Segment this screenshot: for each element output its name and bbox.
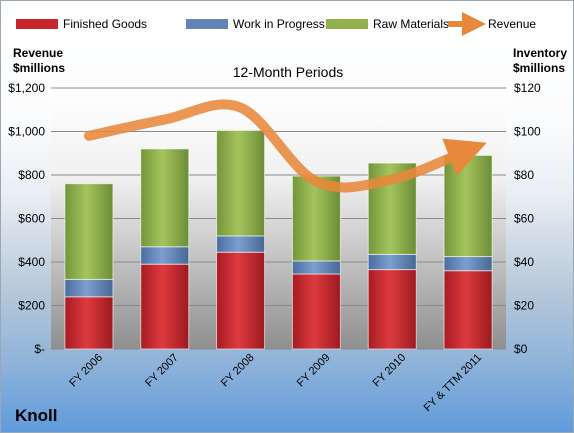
- left-tick-label: $400: [18, 255, 45, 269]
- bar-raw-materials: [216, 129, 266, 237]
- bar-work-in-progress: [367, 253, 417, 271]
- right-tick-label: $100: [514, 125, 541, 139]
- left-tick-label: $200: [18, 299, 45, 313]
- bar-raw-materials: [443, 154, 493, 258]
- legend-swatch-work-in-progress: [186, 19, 228, 29]
- left-tick-label: $600: [18, 212, 45, 226]
- bar-raw-materials: [64, 183, 114, 280]
- category-label: FY 2007: [143, 352, 181, 390]
- bar-work-in-progress: [216, 235, 266, 253]
- bar-finished-goods: [216, 251, 266, 350]
- bar-work-in-progress: [443, 256, 493, 272]
- legend-label-revenue: Revenue: [488, 17, 536, 31]
- right-axis-title-line2: $millions: [513, 61, 566, 75]
- left-tick-label: $1,200: [8, 81, 45, 95]
- chart-title: 12-Month Periods: [232, 64, 344, 80]
- left-tick-label: $800: [18, 168, 45, 182]
- company-name: Knoll: [15, 406, 58, 425]
- left-axis-title: Revenue $millions: [13, 46, 65, 76]
- left-tick-label: $1,000: [8, 125, 45, 139]
- revenue-line: [83, 99, 487, 193]
- right-axis-title-line1: Inventory: [513, 46, 568, 60]
- legend-swatch-raw-materials: [326, 19, 368, 29]
- right-tick-label: $60: [514, 212, 534, 226]
- legend-label-raw-materials: Raw Materials: [373, 17, 449, 31]
- right-tick-label: $0: [514, 342, 528, 356]
- bar-series: [64, 129, 493, 350]
- bar-work-in-progress: [140, 246, 190, 265]
- right-axis-title: Inventory $millions: [513, 46, 567, 76]
- category-label: FY 2008: [219, 352, 257, 390]
- bar-finished-goods: [367, 269, 417, 350]
- category-label: FY 2010: [371, 352, 409, 390]
- bar-finished-goods: [64, 296, 114, 350]
- left-tick-label: $-: [34, 342, 45, 356]
- category-label: FY 2006: [67, 352, 105, 390]
- right-tick-label: $120: [514, 81, 541, 95]
- legend-label-work-in-progress: Work in Progress: [233, 17, 325, 31]
- legend-swatch-finished-goods: [16, 19, 58, 29]
- category-label: FY 2009: [295, 352, 333, 390]
- legend: Finished Goods Work in Progress Raw Materi…: [16, 12, 536, 36]
- right-tick-label: $20: [514, 299, 534, 313]
- bar-raw-materials: [140, 148, 190, 248]
- bar-finished-goods: [443, 270, 493, 350]
- left-axis-title-line1: Revenue: [13, 46, 64, 60]
- left-axis-title-line2: $millions: [13, 61, 66, 75]
- right-tick-label: $40: [514, 255, 534, 269]
- bar-work-in-progress: [64, 278, 114, 298]
- bar-finished-goods: [140, 263, 190, 350]
- line-revenue: [83, 99, 487, 193]
- bar-finished-goods: [291, 273, 341, 350]
- gridlines: [51, 87, 506, 350]
- category-label: FY & TTM 2011: [422, 352, 485, 415]
- legend-label-finished-goods: Finished Goods: [63, 17, 147, 31]
- right-tick-label: $80: [514, 168, 534, 182]
- bar-work-in-progress: [291, 260, 341, 275]
